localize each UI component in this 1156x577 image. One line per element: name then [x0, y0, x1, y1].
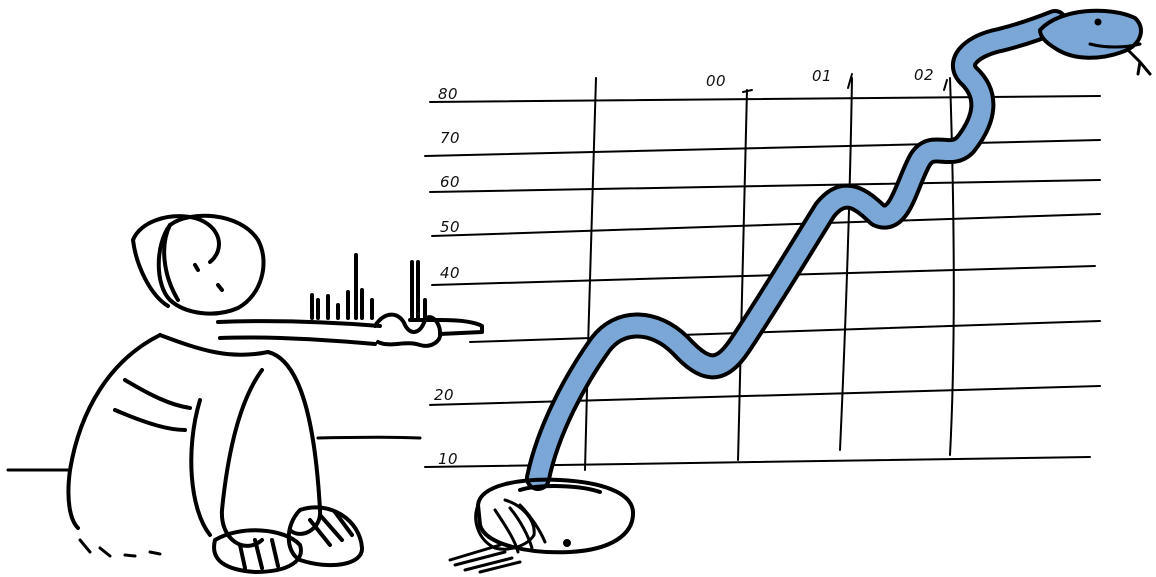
person-hat: [131, 214, 221, 308]
tick-mark-00: [742, 89, 753, 93]
x-label-01: 01: [812, 67, 832, 85]
snake-basket: [476, 477, 636, 555]
y-label-70: 70: [440, 129, 460, 147]
snake-body-fill: [529, 13, 1064, 487]
basket-rim: [518, 484, 602, 494]
x-label-02: 02: [914, 66, 934, 84]
ground-lines: [6, 435, 422, 472]
snake-head: [1038, 8, 1143, 60]
finger-1: [493, 508, 520, 554]
y-label-60: 60: [440, 173, 460, 191]
gridline-50: [431, 213, 1101, 237]
gridline-30: [469, 320, 1101, 343]
y-label-20: 20: [434, 386, 454, 404]
person-shoe-front: [286, 505, 364, 568]
reaching-hand: [448, 498, 547, 574]
person-shirt-stripe: [113, 378, 192, 432]
finger-3: [518, 503, 547, 544]
gridline-10: [424, 456, 1091, 468]
gridline-40: [431, 265, 1096, 286]
shoe-back-stripes: [238, 538, 280, 570]
x-axis-labels: 00 01 02: [706, 66, 934, 90]
ground-line-middle: [316, 435, 422, 440]
snake-tongue: [1126, 48, 1152, 76]
y-label-10: 10: [438, 450, 458, 468]
pipe-flute: [408, 318, 484, 336]
gridline-v3: [839, 77, 853, 451]
person-leg-back: [219, 368, 264, 548]
gridline-70: [424, 139, 1101, 157]
hat-dot: [193, 263, 200, 272]
basket-dot: [563, 539, 571, 547]
finger-2: [508, 506, 534, 550]
gridline-20: [429, 385, 1101, 406]
person-base-scribble: [78, 538, 162, 558]
x-label-00: 00: [706, 72, 726, 90]
basket-outline: [476, 477, 636, 555]
person-torso: [66, 333, 270, 530]
y-axis-labels: 80 70 60 50 40 20 10: [434, 85, 460, 468]
tick-mark-02: [943, 79, 948, 91]
gridline-v4: [949, 77, 955, 456]
person-leg-front: [266, 350, 323, 536]
gridline-60: [429, 179, 1101, 193]
y-label-80: 80: [438, 85, 458, 103]
hand-strokes: [448, 543, 522, 574]
chart-grid: [424, 73, 1101, 471]
person-shoe-back: [212, 528, 303, 574]
y-label-50: 50: [440, 218, 460, 236]
seated-person: [66, 213, 484, 574]
gridline-80: [429, 95, 1101, 103]
gridline-v2: [737, 89, 748, 461]
tick-mark-01: [847, 73, 853, 89]
hat-mark: [216, 283, 224, 292]
snake-mouth: [1088, 42, 1142, 49]
person-arm: [216, 319, 382, 346]
shoe-front-stripes: [308, 510, 354, 547]
person-head: [156, 213, 266, 316]
gridline-v1: [584, 77, 597, 471]
y-label-40: 40: [440, 264, 460, 282]
mini-chart: [310, 253, 427, 320]
person-inner-leg: [189, 398, 212, 537]
snake-eye: [1094, 18, 1102, 26]
snake-graph: [525, 8, 1152, 491]
